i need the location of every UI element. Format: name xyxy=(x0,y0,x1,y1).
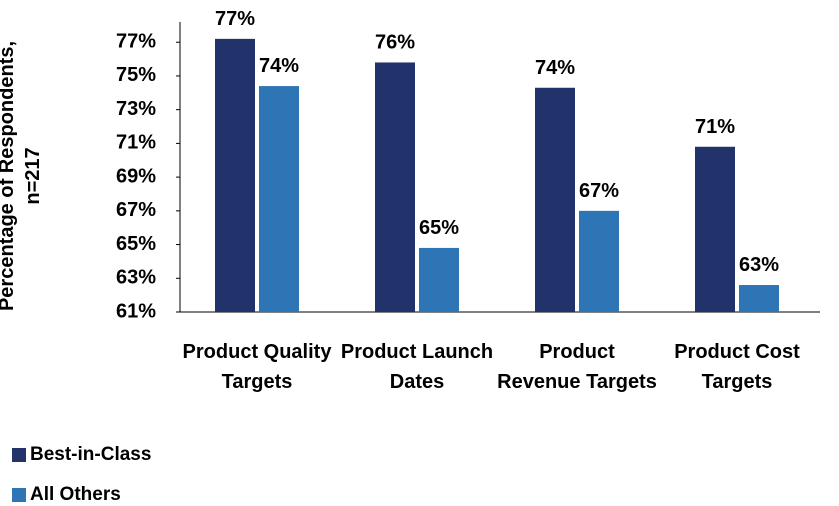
bar xyxy=(375,62,415,312)
legend-swatch xyxy=(12,488,26,502)
bar xyxy=(259,86,299,313)
data-label: 74% xyxy=(535,57,575,79)
y-tick-label: 65% xyxy=(116,233,156,255)
legend-label: All Others xyxy=(30,484,121,505)
legend-swatch xyxy=(12,448,26,462)
y-tick-label: 63% xyxy=(116,267,156,289)
y-tick-label: 77% xyxy=(116,31,156,53)
y-tick-label: 67% xyxy=(116,199,156,221)
x-tick-label: Product Revenue Targets xyxy=(497,341,657,393)
y-axis-label: Percentage of Respondents, n=217 xyxy=(0,40,44,312)
y-tick-label: 75% xyxy=(116,64,156,86)
data-label: 74% xyxy=(259,55,299,77)
data-label: 65% xyxy=(419,217,459,239)
x-tick-label: Product Quality Targets xyxy=(182,341,332,393)
y-tick-label: 71% xyxy=(116,132,156,154)
x-tick-label: Product Launch Dates xyxy=(340,341,494,393)
y-tick-label: 73% xyxy=(116,98,156,120)
legend-label: Best-in-Class xyxy=(30,444,152,465)
y-tick-label: 69% xyxy=(116,165,156,187)
bar xyxy=(739,285,779,312)
bar xyxy=(695,146,735,312)
bar xyxy=(535,87,575,312)
bar xyxy=(579,210,619,312)
data-label: 67% xyxy=(579,180,619,202)
data-label: 76% xyxy=(375,31,415,53)
data-label: 77% xyxy=(215,8,255,30)
legend-item: Best-in-Class xyxy=(12,444,151,466)
x-tick-label: Product Cost Targets xyxy=(674,341,800,393)
y-tick-label: 61% xyxy=(116,300,156,322)
data-label: 71% xyxy=(695,116,735,138)
legend-item: All Others xyxy=(12,484,121,506)
data-label: 63% xyxy=(739,254,779,276)
bar xyxy=(215,38,255,312)
bar xyxy=(419,247,459,312)
